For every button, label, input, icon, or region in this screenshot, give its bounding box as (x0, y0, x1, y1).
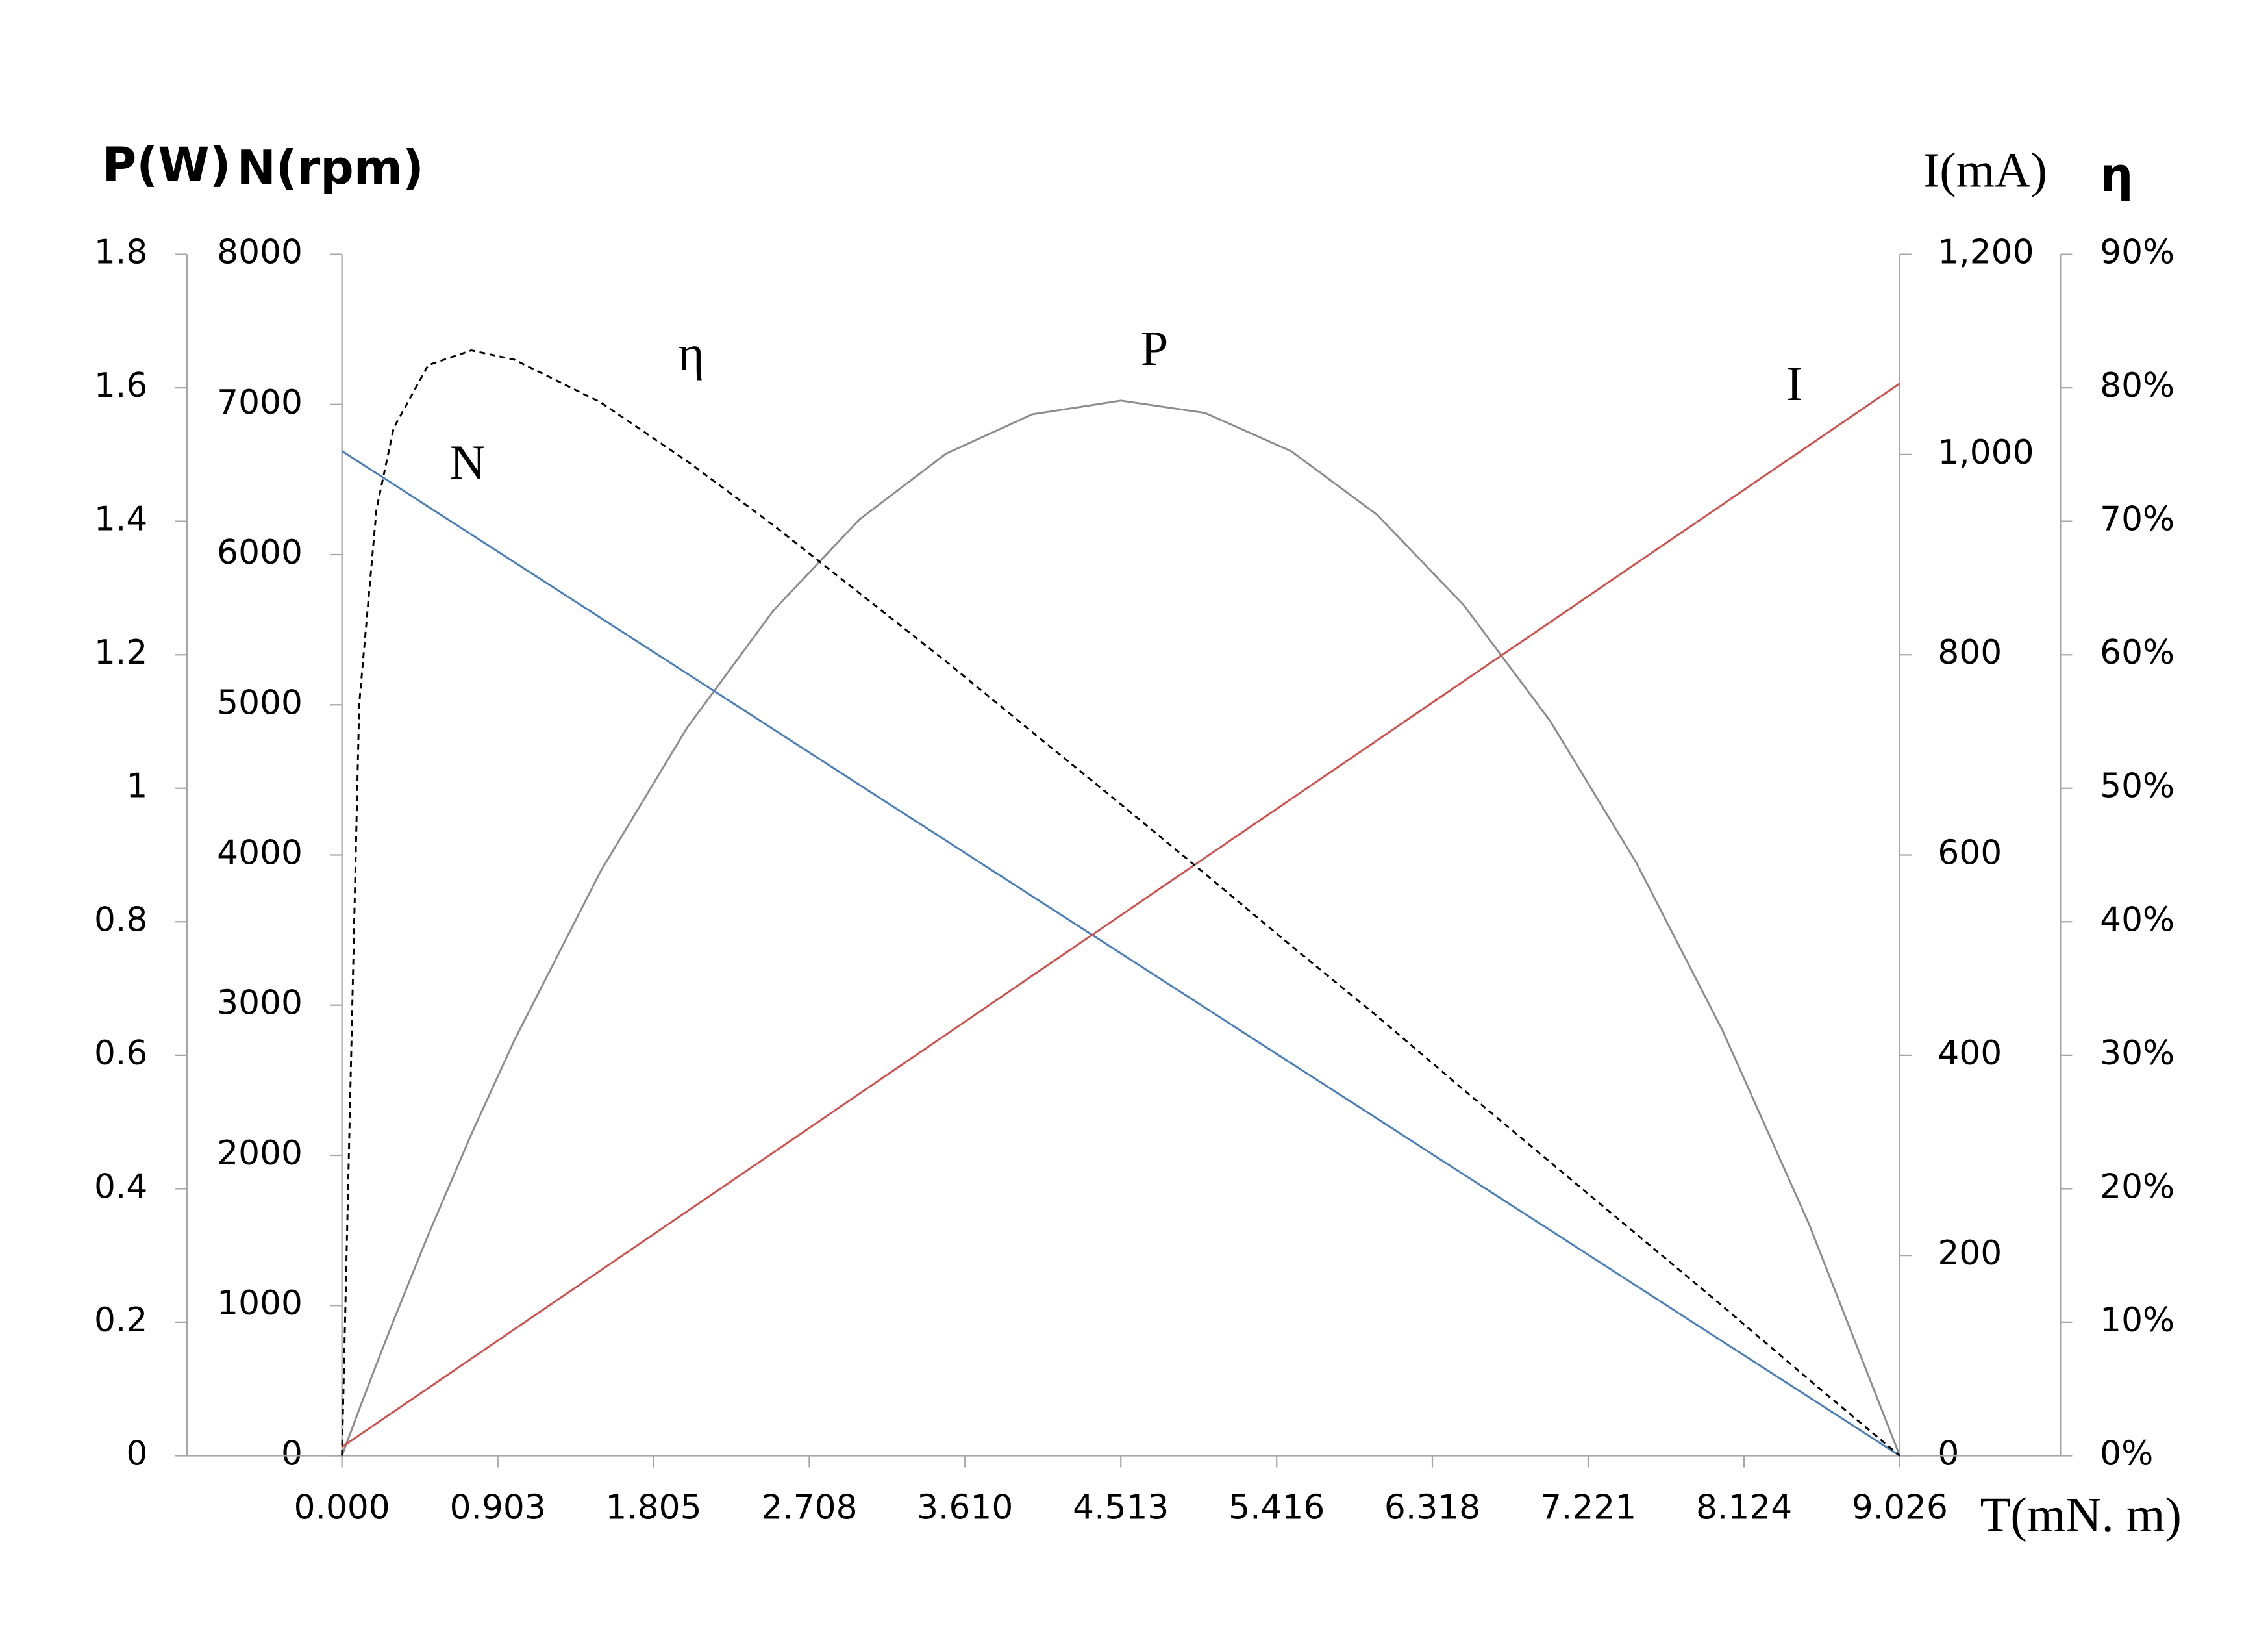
y-tick-label: 1.4 (94, 500, 147, 539)
y-tick-label: 3000 (217, 984, 303, 1023)
y-tick-label: 8000 (217, 233, 303, 272)
y-tick-label: 1 (126, 767, 147, 806)
series-label: N (450, 435, 486, 490)
axis-title-n: N(rpm) (237, 140, 424, 195)
x-axis-title: T(mN. m) (1980, 1487, 2182, 1542)
y-tick-label: 0.6 (94, 1034, 147, 1073)
axis-title-eta: η (2100, 147, 2133, 202)
y-tick-label: 6000 (217, 533, 303, 572)
y-tick-label: 7000 (217, 383, 303, 422)
y-tick-label: 1000 (217, 1284, 303, 1323)
x-tick-label: 0.903 (450, 1489, 546, 1527)
y-tick-label: 90% (2100, 233, 2175, 272)
y-tick-label: 0% (2100, 1434, 2153, 1473)
y-tick-label: 30% (2100, 1034, 2175, 1073)
y-tick-label: 60% (2100, 633, 2175, 672)
y-tick-label: 0 (126, 1434, 147, 1473)
y-tick-label: 70% (2100, 500, 2175, 539)
x-tick-label: 2.708 (761, 1489, 857, 1527)
y-tick-label: 600 (1938, 834, 2002, 873)
y-tick-label: 0 (1938, 1434, 1959, 1473)
y-tick-label: 1,200 (1938, 233, 2034, 272)
y-tick-label: 80% (2100, 366, 2175, 405)
y-tick-label: 10% (2100, 1301, 2175, 1340)
x-tick-label: 1.805 (605, 1489, 701, 1527)
y-tick-label: 0.2 (94, 1301, 147, 1340)
series-line (341, 399, 1901, 1456)
series-label: P (1141, 321, 1169, 376)
y-tick-label: 2000 (217, 1134, 303, 1173)
series-label: I (1786, 356, 1802, 411)
y-tick-label: 50% (2100, 767, 2175, 806)
y-tick-label: 1,000 (1938, 433, 2034, 472)
x-tick-label: 0.000 (294, 1489, 390, 1527)
x-tick-label: 6.318 (1384, 1489, 1480, 1527)
axis-title-p: P(W) (103, 137, 231, 192)
y-tick-label: 1.6 (94, 366, 147, 405)
y-tick-label: 800 (1938, 633, 2002, 672)
y-tick-label: 1.8 (94, 233, 147, 272)
series-line (341, 349, 1900, 1457)
y-tick-label: 0.8 (94, 900, 147, 939)
y-tick-label: 400 (1938, 1034, 2002, 1073)
y-tick-label: 4000 (217, 834, 303, 873)
y-tick-label: 0 (281, 1434, 303, 1473)
x-tick-label: 9.026 (1852, 1489, 1948, 1527)
series-line (341, 450, 1900, 1457)
x-tick-label: 8.124 (1696, 1489, 1792, 1527)
y-tick-label: 5000 (217, 683, 303, 722)
x-tick-label: 4.513 (1073, 1489, 1169, 1527)
x-tick-label: 7.221 (1540, 1489, 1636, 1527)
x-tick-label: 5.416 (1228, 1489, 1325, 1527)
y-tick-label: 40% (2100, 900, 2175, 939)
series-line (341, 383, 1900, 1448)
y-tick-label: 1.2 (94, 633, 147, 672)
y-tick-label: 0.4 (94, 1167, 147, 1206)
x-tick-label: 3.610 (917, 1489, 1013, 1527)
series-label: η (679, 325, 704, 381)
y-tick-label: 20% (2100, 1167, 2175, 1206)
y-tick-label: 200 (1938, 1234, 2002, 1273)
axis-title-i: I(mA) (1923, 143, 2047, 198)
